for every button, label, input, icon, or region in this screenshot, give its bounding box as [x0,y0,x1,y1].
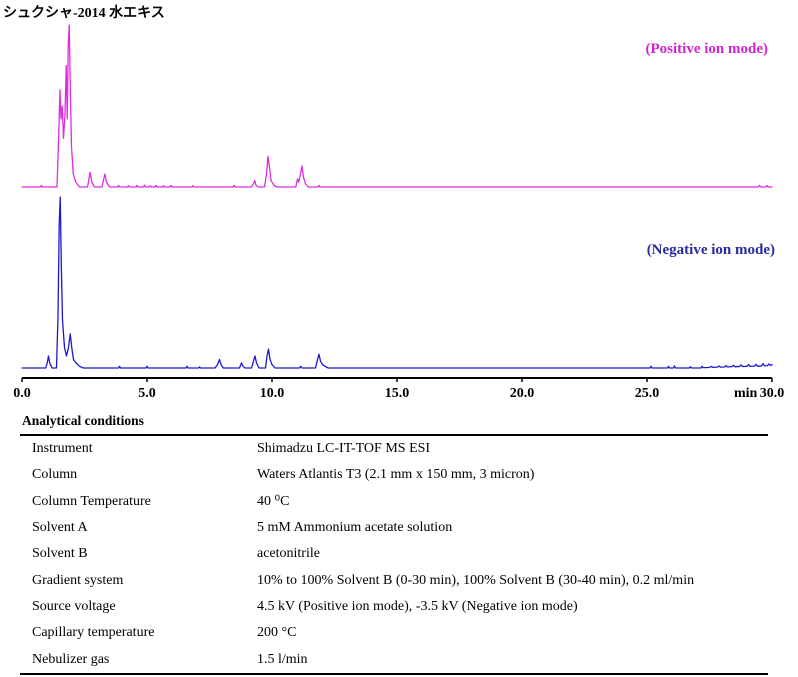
condition-label: Gradient system [32,572,124,588]
condition-value: 10% to 100% Solvent B (0-30 min), 100% S… [257,572,695,588]
condition-label: Nebulizer gas [32,651,110,667]
x-tick-label: 20.0 [510,386,535,401]
condition-label: Source voltage [32,598,116,614]
condition-value: acetonitrile [257,546,320,562]
condition-value: 40 ⁰C [257,494,290,510]
condition-label: Column Temperature [32,493,151,509]
condition-row-capillary-temperature: Capillary temperature 200 °C [20,620,768,646]
negative-ion-trace [21,196,773,369]
conditions-heading: Analytical conditions [22,413,144,428]
x-tick-label: 25.0 [635,386,660,401]
condition-label: Solvent B [32,546,88,562]
x-tick-label: 30.0 [760,386,785,401]
condition-label: Solvent A [32,520,88,536]
x-tick-marks [21,378,773,382]
condition-value: 5 mM Ammonium acetate solution [257,520,453,536]
condition-row-nebulizer-gas: Nebulizer gas 1.5 l/min [20,646,768,672]
x-tick-label: 15.0 [385,386,410,401]
condition-value: Shimadzu LC-IT-TOF MS ESI [257,441,431,457]
analytical-conditions: Analytical conditions Instrument Shimadz… [20,410,768,675]
condition-label: Capillary temperature [32,625,155,641]
x-axis: 0.0 5.0 10.0 15.0 20.0 25.0 30.0 min [13,377,785,401]
x-tick-label: 0.0 [13,386,31,401]
conditions-table: Instrument Shimadzu LC-IT-TOF MS ESI Col… [20,434,768,675]
condition-label: Instrument [32,441,93,457]
condition-row-source-voltage: Source voltage 4.5 kV (Positive ion mode… [20,594,768,620]
condition-label: Column [32,467,78,483]
condition-row-column-temperature: Column Temperature 40 ⁰C [20,489,768,515]
positive-ion-mode-label: (Positive ion mode) [646,41,768,57]
condition-row-solvent-a: Solvent A 5 mM Ammonium acetate solution [20,515,768,541]
page-title: シュクシャ-2014 水エキス [3,6,165,21]
condition-row-column: Column Waters Atlantis T3 (2.1 mm x 150 … [20,462,768,488]
x-tick-label: 5.0 [138,386,156,401]
negative-ion-mode-label: (Negative ion mode) [647,242,775,258]
positive-ion-trace [21,24,773,188]
condition-value: 200 °C [257,625,297,641]
x-axis-unit-label: min [734,386,758,401]
positive-ion-panel: (Positive ion mode) [21,24,773,188]
condition-row-instrument: Instrument Shimadzu LC-IT-TOF MS ESI [20,436,768,462]
condition-value: 4.5 kV (Positive ion mode), -3.5 kV (Neg… [257,598,578,614]
chromatogram-chart: (Positive ion mode) (Negative ion mode) … [13,24,785,401]
negative-ion-panel: (Negative ion mode) [21,196,775,369]
condition-row-gradient-system: Gradient system 10% to 100% Solvent B (0… [20,567,768,593]
condition-row-solvent-b: Solvent B acetonitrile [20,541,768,567]
condition-value: 1.5 l/min [257,651,308,667]
condition-value: Waters Atlantis T3 (2.1 mm x 150 mm, 3 m… [257,467,535,483]
x-tick-label: 10.0 [260,386,285,401]
